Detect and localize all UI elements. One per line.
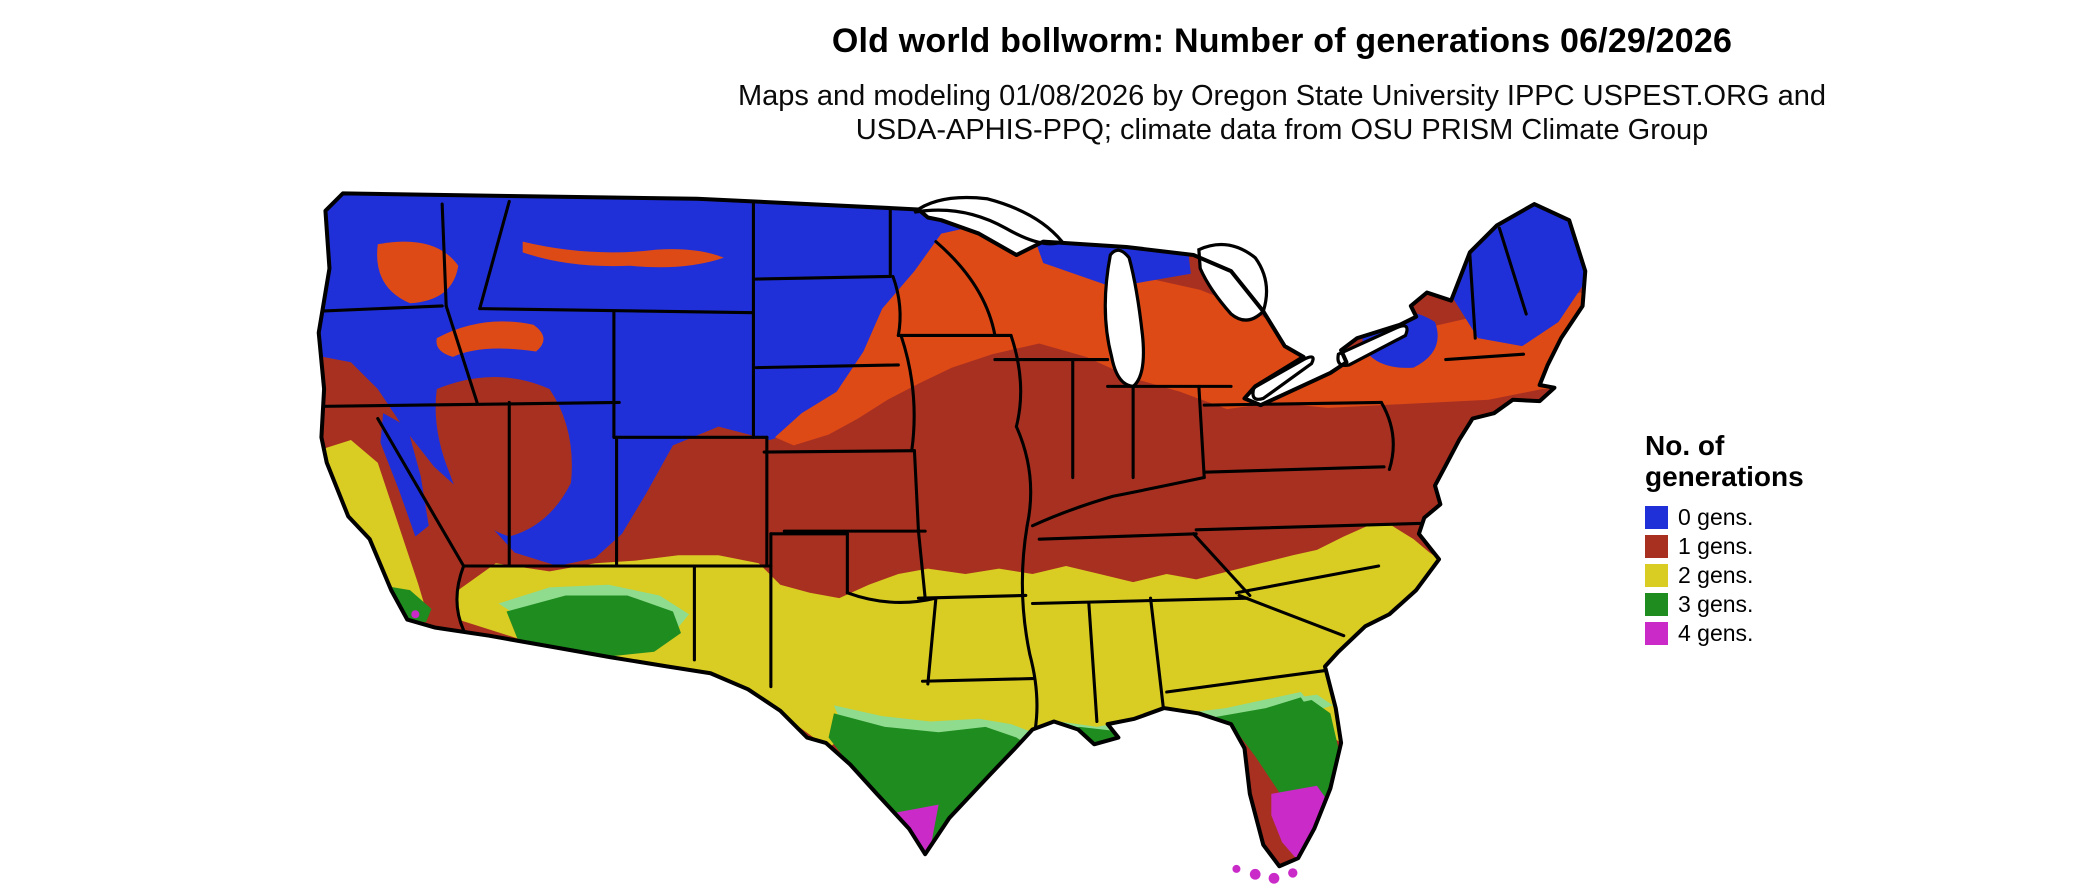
- lake-michigan: [1103, 248, 1146, 389]
- state-border-line: [478, 307, 755, 315]
- lake-ontario: [1336, 324, 1409, 367]
- legend-title-line1: No. of: [1645, 430, 1725, 461]
- state-border-line: [455, 564, 466, 632]
- zone-shape: [435, 376, 572, 537]
- state-border-line: [440, 202, 448, 308]
- state-border-line: [1009, 333, 1023, 429]
- legend-item-4-gens: 4 gens.: [1645, 621, 1885, 647]
- state-border-line: [1444, 352, 1526, 362]
- zone-2-generations-region: [321, 439, 1440, 749]
- zone-4-generations-region: [411, 610, 1331, 861]
- state-border-line: [318, 304, 444, 313]
- legend-swatch-2-gens: [1645, 564, 1668, 588]
- state-border-line: [762, 449, 916, 454]
- state-border-line: [1237, 593, 1346, 638]
- zone-shape: [1288, 868, 1298, 878]
- zone-1-transition-region: [377, 222, 1586, 446]
- state-border-line: [1379, 400, 1395, 472]
- legend-label: 4 gens.: [1678, 620, 1754, 647]
- legend-title-line2: generations: [1645, 461, 1804, 493]
- zone-shape: [1268, 872, 1280, 884]
- state-border-line: [1030, 475, 1206, 528]
- legend-swatch-4-gens: [1645, 622, 1668, 646]
- lake-erie: [1251, 355, 1315, 401]
- great-lakes: [913, 195, 1409, 401]
- state-borders: [318, 199, 1528, 732]
- state-border-line: [444, 304, 479, 405]
- map-subtitle-line2: USDA-APHIS-PPQ; climate data from OSU PR…: [855, 113, 1709, 146]
- swatch-color: [1645, 564, 1668, 588]
- legend-item-3-gens: 3 gens.: [1645, 592, 1885, 618]
- state-border-line: [1197, 384, 1206, 480]
- state-border-line: [912, 449, 921, 533]
- state-border-line: [1149, 596, 1166, 715]
- zone-shape: [1249, 868, 1261, 880]
- legend-item-2-gens: 2 gens.: [1645, 563, 1885, 589]
- zone-shape: [828, 713, 1033, 859]
- state-border-line: [318, 400, 621, 409]
- zone-shape: [377, 241, 459, 304]
- state-border-line: [1468, 253, 1477, 340]
- swatch-color: [1645, 506, 1668, 530]
- legend-label: 2 gens.: [1678, 562, 1754, 589]
- state-border-line: [1014, 425, 1033, 528]
- state-border-line: [891, 274, 902, 337]
- state-border-line: [1037, 532, 1198, 541]
- state-border-line: [1202, 465, 1386, 474]
- state-border-line: [916, 529, 927, 600]
- zone-shape: [321, 439, 427, 620]
- zone-shape: [436, 321, 544, 357]
- state-border-line: [754, 363, 900, 370]
- state-border-line: [1191, 532, 1252, 598]
- us-generations-map: [316, 191, 1588, 884]
- legend-label: 0 gens.: [1678, 504, 1754, 531]
- zone-shape: [411, 610, 420, 619]
- state-border-line: [934, 240, 997, 337]
- state-border-line: [751, 274, 892, 281]
- legend: No. of generations 0 gens. 1 gens. 2 gen…: [1645, 430, 1885, 650]
- us-outline: [316, 191, 1588, 869]
- state-border-line: [478, 199, 511, 311]
- state-border-line: [920, 677, 1035, 683]
- zone-shape: [458, 525, 1440, 749]
- state-border-line: [1234, 564, 1381, 595]
- state-border-line: [899, 333, 916, 453]
- florida-keys-zone-4: [1232, 864, 1298, 884]
- zone-shape: [774, 222, 1586, 446]
- state-border-line: [926, 596, 938, 686]
- zone-shape: [1232, 864, 1241, 873]
- swatch-color: [1645, 535, 1668, 559]
- state-border-line: [845, 591, 938, 604]
- state-border-line: [1202, 400, 1383, 407]
- state-border-line: [1497, 226, 1528, 316]
- legend-swatch-3-gens: [1645, 593, 1668, 617]
- swatch-color: [1645, 622, 1668, 646]
- legend-swatch-0-gens: [1645, 506, 1668, 530]
- legend-item-0-gens: 0 gens.: [1645, 505, 1885, 531]
- state-border-line: [376, 417, 466, 568]
- state-border-line: [1165, 668, 1327, 694]
- zone-shape: [506, 595, 681, 658]
- legend-label: 3 gens.: [1678, 591, 1754, 618]
- zone-shape: [895, 804, 939, 859]
- legend-swatch-1-gens: [1645, 535, 1668, 559]
- map-subtitle-line1: Maps and modeling 01/08/2026 by Oregon S…: [737, 80, 1827, 112]
- state-border-line: [1020, 524, 1039, 732]
- state-border-line: [1030, 596, 1249, 606]
- zone-shape: [1271, 785, 1331, 861]
- legend-label: 1 gens.: [1678, 533, 1754, 560]
- swatch-color: [1645, 593, 1668, 617]
- legend-title: No. of generations: [1645, 430, 1885, 493]
- map-subtitle: Maps and modeling 01/08/2026 by Oregon S…: [482, 80, 2082, 147]
- legend-item-1-gens: 1 gens.: [1645, 534, 1885, 560]
- map-title: Old world bollworm: Number of generation…: [831, 22, 1733, 60]
- zone-shape: [522, 241, 724, 268]
- state-border-line: [916, 593, 1028, 600]
- us-map-container: [308, 188, 1596, 885]
- zone-1-basin-patch: [435, 376, 572, 537]
- state-border-line: [1087, 601, 1099, 724]
- state-border-line: [1194, 521, 1434, 532]
